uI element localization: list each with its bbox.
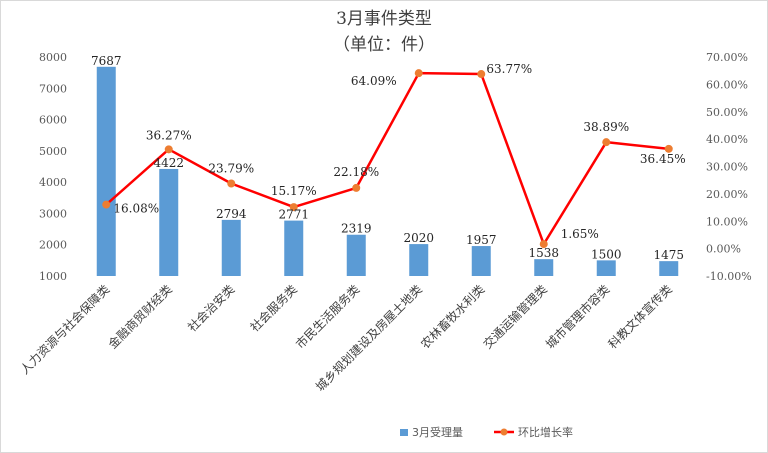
line-marker	[477, 70, 486, 79]
right-axis-tick: 60.00%	[706, 78, 748, 91]
bar-value-label: 1957	[466, 233, 497, 247]
left-axis-tick: 1000	[39, 270, 67, 283]
line-value-label: 23.79%	[208, 161, 254, 175]
left-axis-tick: 6000	[39, 114, 67, 127]
bar-series-group	[96, 66, 679, 277]
right-axis-tick: -10.00%	[706, 270, 752, 283]
bar-value-label: 4422	[153, 156, 184, 170]
category-tick: 人力资源与社会保障类	[17, 282, 112, 377]
bar-value-label: 1538	[528, 246, 559, 260]
category-tick: 社会治安类	[184, 282, 237, 335]
left-axis-tick: 8000	[39, 51, 67, 64]
legend-swatch-marker	[500, 428, 508, 436]
line-value-label: 38.89%	[583, 120, 629, 134]
bar	[534, 259, 554, 276]
category-tick: 城乡规划建设及房屋土地类	[312, 282, 424, 394]
bar	[221, 219, 241, 276]
line-marker	[227, 179, 236, 188]
bar	[346, 234, 366, 276]
bar-value-label: 7687	[91, 54, 122, 68]
bar	[159, 168, 179, 276]
category-tick: 城市管理市容类	[542, 282, 612, 352]
right-axis-tick: 30.00%	[706, 161, 748, 174]
line-marker	[164, 145, 173, 154]
bar-value-label: 2794	[216, 207, 247, 221]
line-marker	[414, 69, 423, 78]
bar	[284, 220, 304, 276]
right-axis-tick: 20.00%	[706, 188, 748, 201]
line-marker	[539, 240, 548, 249]
category-tick: 金融商贸财经类	[105, 282, 175, 352]
left-axis: 1000 2000 3000 4000 5000 6000 7000 8000	[39, 51, 67, 283]
line-marker	[602, 138, 611, 147]
legend-swatch-bar	[400, 429, 408, 436]
line-value-label: 15.17%	[271, 184, 317, 198]
bar-value-label: 2771	[278, 208, 309, 222]
legend-label-bar: 3月受理量	[412, 426, 463, 439]
right-axis: -10.00% 0.00% 10.00% 20.00% 30.00% 40.00% 50.0…	[706, 51, 752, 283]
right-axis-tick: 70.00%	[706, 51, 748, 64]
category-tick: 市民生活服务类	[292, 282, 362, 352]
chart-title: 3月事件类型	[336, 9, 432, 29]
line-value-label: 16.08%	[113, 202, 159, 216]
data-labels: 7687 4422 2794 2771 2319 2020 1957 1538 1500 1475…	[91, 54, 686, 262]
right-axis-tick: 50.00%	[706, 106, 748, 119]
bar	[596, 260, 616, 276]
bar	[96, 66, 116, 277]
line-value-label: 36.27%	[146, 128, 192, 142]
chart-subtitle: （单位：件）	[333, 35, 435, 55]
right-axis-tick: 10.00%	[706, 215, 748, 228]
bar	[409, 244, 429, 276]
line-marker	[289, 203, 298, 212]
category-tick: 农林畜牧水利类	[417, 282, 487, 352]
bar-value-label: 1500	[591, 247, 622, 261]
left-axis-tick: 2000	[39, 239, 67, 252]
category-tick: 社会服务类	[247, 282, 300, 335]
line-marker	[102, 200, 111, 209]
left-axis-tick: 7000	[39, 82, 67, 95]
bar-value-label: 1475	[653, 248, 684, 262]
line-series-group	[102, 69, 673, 249]
legend: 3月受理量 环比增长率	[400, 425, 573, 439]
bar	[471, 246, 491, 276]
line-path	[105, 71, 669, 246]
line-marker	[664, 144, 673, 153]
line-value-label: 22.18%	[333, 165, 379, 179]
legend-label-line: 环比增长率	[518, 425, 573, 439]
line-value-label: 64.09%	[351, 74, 397, 88]
line-value-label: 1.65%	[561, 227, 599, 241]
right-axis-tick: 40.00%	[706, 133, 748, 146]
line-marker	[352, 183, 361, 192]
category-tick: 科教文体宣传类	[605, 282, 675, 352]
right-axis-tick: 0.00%	[706, 243, 741, 256]
line-value-label: 63.77%	[486, 62, 532, 76]
left-axis-tick: 3000	[39, 207, 67, 220]
category-tick: 交通运输管理类	[480, 282, 550, 352]
left-axis-tick: 5000	[39, 145, 67, 158]
bar	[659, 261, 679, 276]
left-axis-tick: 4000	[39, 176, 67, 189]
bar-value-label: 2020	[403, 231, 434, 245]
line-value-label: 36.45%	[640, 152, 686, 166]
bar-value-label: 2319	[341, 222, 372, 236]
